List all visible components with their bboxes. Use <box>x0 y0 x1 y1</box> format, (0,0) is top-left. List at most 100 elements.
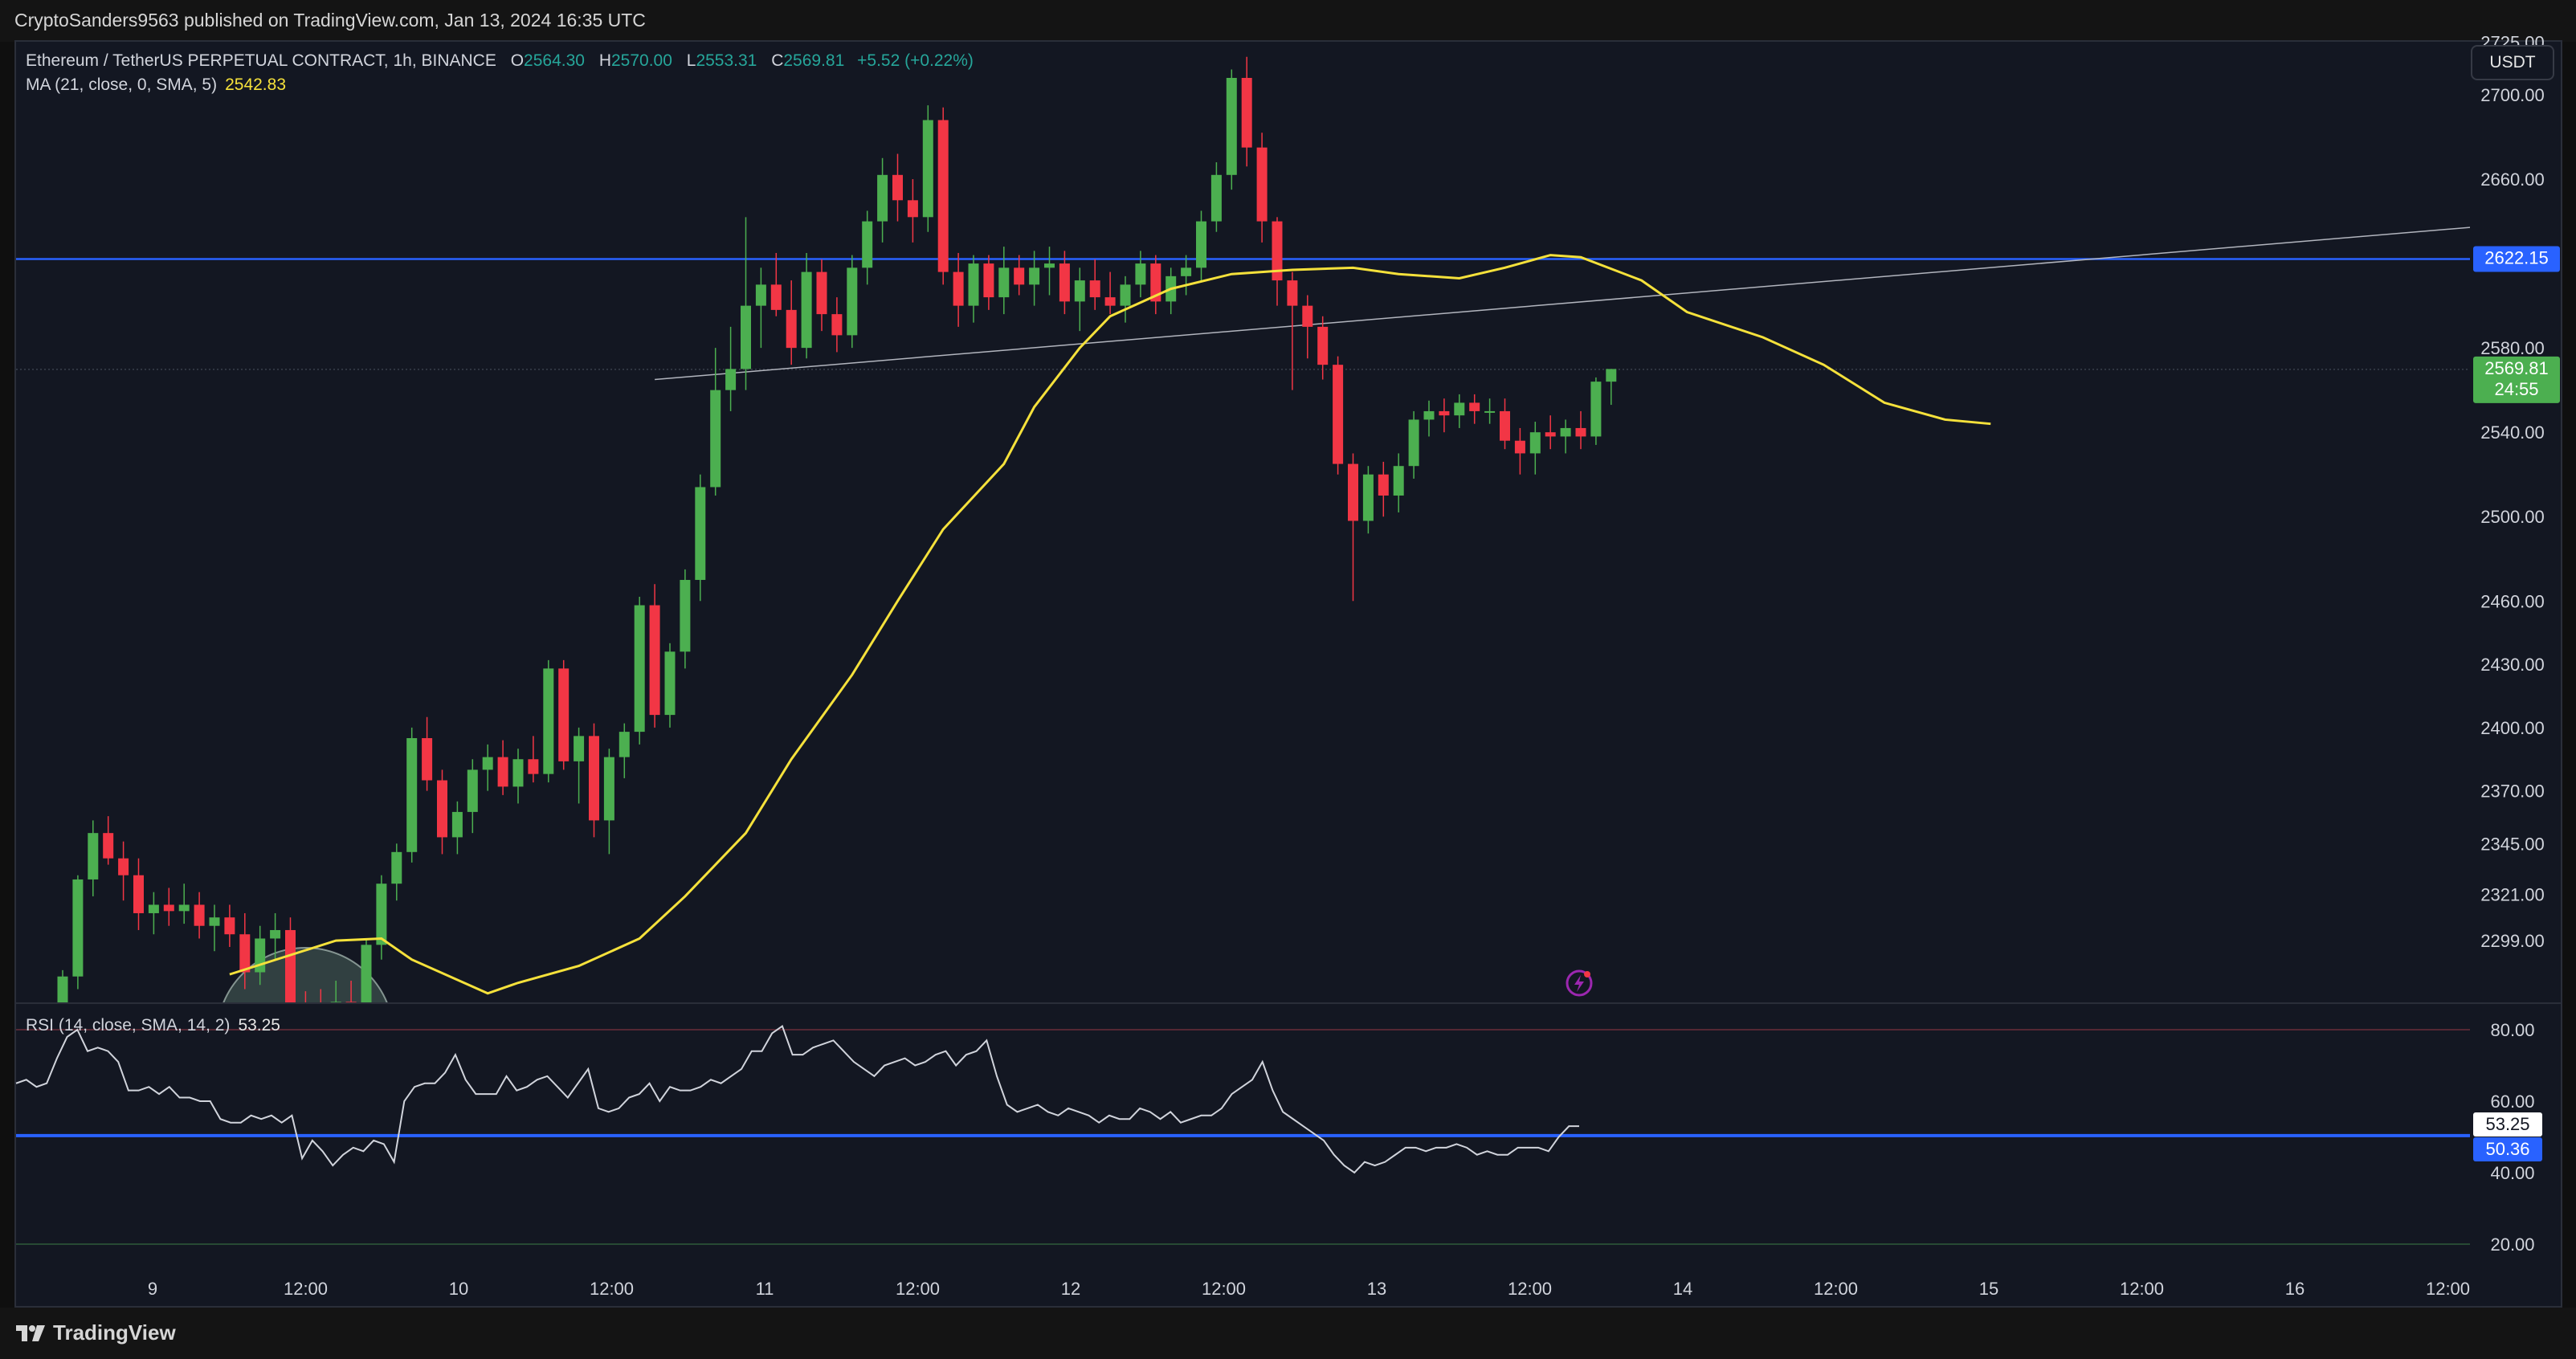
candle-down <box>937 120 949 272</box>
candle-down <box>1575 427 1586 437</box>
level-price-badge-bg <box>2473 246 2560 272</box>
close-value: 2569.81 <box>783 51 845 70</box>
time-tick-label: 12 <box>1061 1279 1080 1299</box>
rsi-tick-label: 20.00 <box>2490 1235 2534 1255</box>
lightning-icon[interactable] <box>1565 969 1594 998</box>
candle-up <box>361 945 372 1002</box>
candle-down <box>786 309 797 349</box>
time-tick-label: 12:00 <box>2426 1279 2470 1299</box>
candle-down <box>983 263 994 298</box>
candle-down <box>907 200 918 218</box>
time-tick-label: 12:00 <box>284 1279 328 1299</box>
candle-up <box>801 271 812 349</box>
candle-down <box>1059 263 1070 302</box>
rsi-value: 53.25 <box>238 1016 280 1035</box>
candle-up <box>512 759 524 787</box>
candle-down <box>1014 267 1025 285</box>
candle-down <box>1150 263 1161 302</box>
time-tick-label: 15 <box>1979 1279 1998 1299</box>
rsi-level-badge-bg <box>2473 1137 2542 1162</box>
chart-frame <box>14 40 2562 1308</box>
symbol-legend: Ethereum / TetherUS PERPETUAL CONTRACT, … <box>26 51 974 71</box>
candle-down <box>1439 410 1450 416</box>
price-tick-label: 2345.00 <box>2480 834 2545 854</box>
low-value: 2553.31 <box>696 51 757 70</box>
candle-up <box>1560 427 1571 437</box>
time-tick-label: 12:00 <box>1508 1279 1552 1299</box>
close-label: C <box>771 51 784 70</box>
rsi-legend[interactable]: RSI (14, close, SMA, 14, 2) 53.25 <box>26 1016 280 1035</box>
candle-up <box>482 757 493 770</box>
candle-down <box>1378 474 1389 496</box>
currency-button[interactable]: USDT <box>2471 45 2554 80</box>
rsi-pane <box>15 1024 2470 1245</box>
time-tick-label: 14 <box>1673 1279 1692 1299</box>
candle-up <box>543 668 554 774</box>
open-label: O <box>510 51 525 70</box>
candle-down <box>1500 410 1510 441</box>
tradingview-logo[interactable]: TradingView <box>14 1320 176 1345</box>
price-tick-label: 2299.00 <box>2480 931 2545 951</box>
candle-down <box>422 737 433 781</box>
candle-up <box>695 487 706 581</box>
rsi-value-badge-bg <box>2473 1112 2542 1137</box>
candle-down <box>163 904 174 912</box>
candle-down <box>1545 432 1556 437</box>
candle-up <box>1529 432 1541 454</box>
rsi-tick-label: 80.00 <box>2490 1020 2534 1040</box>
candle-down <box>1241 77 1252 148</box>
candle-up <box>270 929 281 939</box>
candle-up <box>574 736 585 761</box>
candle-up <box>1423 410 1435 420</box>
candle-up <box>1181 267 1192 276</box>
candle-down <box>1272 221 1283 281</box>
candle-up <box>1226 77 1237 175</box>
last-price-badge-text: 24:55 <box>2494 379 2538 399</box>
rsi-line <box>15 1024 1579 1174</box>
time-tick-label: 16 <box>2285 1279 2305 1299</box>
candle-down <box>1089 280 1100 298</box>
footer <box>0 1308 2576 1359</box>
ma-value: 2542.83 <box>225 76 287 94</box>
candle-up <box>1044 263 1055 268</box>
high-label: H <box>598 51 611 70</box>
candle-down <box>770 284 782 310</box>
price-tick-label: 2400.00 <box>2480 718 2545 738</box>
candle-up <box>1135 263 1146 285</box>
candle-down <box>1256 147 1268 222</box>
candle-up <box>998 267 1010 298</box>
candle-up <box>922 120 933 218</box>
candle-up <box>877 174 888 222</box>
candle-down <box>497 757 508 787</box>
candle-up <box>1454 402 1465 416</box>
ma-legend[interactable]: MA (21, close, 0, SMA, 5) 2542.83 <box>26 76 286 95</box>
rsi-tick-label: 40.00 <box>2490 1163 2534 1183</box>
candle-up <box>968 263 979 306</box>
time-tick-label: 12:00 <box>896 1279 940 1299</box>
open-value: 2564.30 <box>524 51 585 70</box>
candle-up <box>148 904 159 913</box>
candle-down <box>224 917 235 935</box>
candle-down <box>239 934 251 973</box>
publish-info: CryptoSanders9563 published on TradingVi… <box>14 10 646 31</box>
price-pane <box>16 56 2470 1002</box>
candle-up <box>451 811 463 838</box>
candle-down <box>103 833 114 859</box>
time-tick-label: 9 <box>148 1279 157 1299</box>
candle-down <box>1469 402 1480 411</box>
time-tick-label: 12:00 <box>2120 1279 2164 1299</box>
price-tick-label: 2660.00 <box>2480 169 2545 190</box>
axis-labels: 2299.00 2321.00 2345.00 2370.00 2400.00 2430.… <box>148 32 2545 1299</box>
last-price-badge-text: 2569.81 <box>2484 358 2549 378</box>
ma-line <box>229 254 1991 995</box>
candle-up <box>664 651 676 716</box>
publish-header: CryptoSanders9563 published on TradingVi… <box>0 0 2576 42</box>
candle-up <box>88 833 99 879</box>
candle-down <box>194 904 205 926</box>
candle-down <box>133 875 144 913</box>
time-tick-label: 11 <box>756 1279 774 1299</box>
candle-up <box>847 267 858 336</box>
candle-down <box>1287 280 1298 306</box>
